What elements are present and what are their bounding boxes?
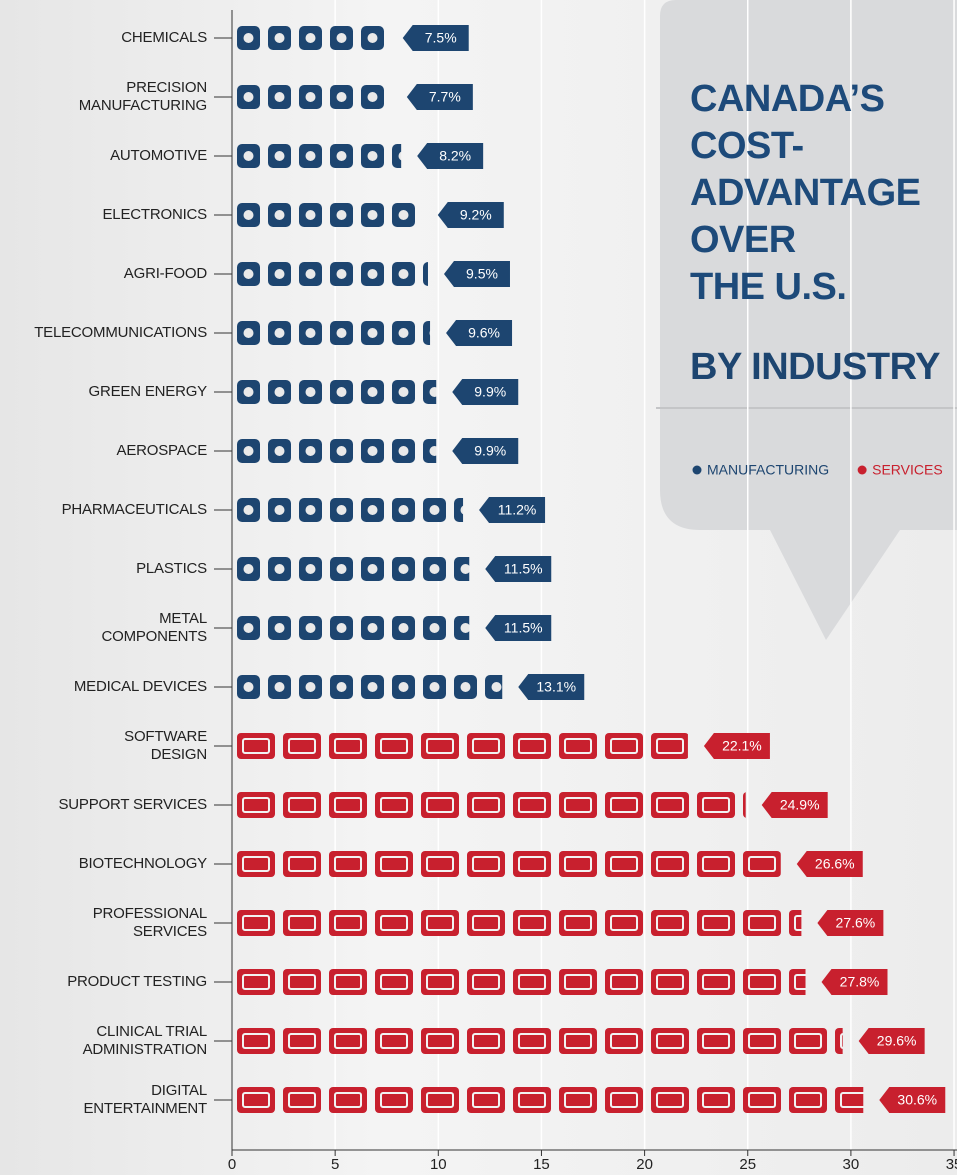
value-tag (821, 969, 888, 995)
bar (236, 495, 464, 525)
value-label: 22.1% (722, 738, 762, 754)
value-label: 13.1% (536, 679, 576, 695)
value-tag (437, 202, 504, 228)
y-tick-label: METAL COMPONENTS (101, 610, 207, 645)
value-tag (452, 438, 519, 464)
y-tick-label: TELECOMMUNICATIONS (34, 324, 207, 341)
value-tag (518, 674, 585, 700)
value-tag (858, 1028, 925, 1054)
value-label: 26.6% (815, 856, 855, 872)
value-tag (446, 320, 513, 346)
chart-title: CANADA’S COST- ADVANTAGE OVER THE U.S. (690, 78, 921, 308)
value-tag (402, 25, 469, 51)
y-tick-label: PRECISION MANUFACTURING (78, 79, 207, 114)
value-tag (817, 910, 884, 936)
y-tick-label: PLASTICS (136, 560, 207, 577)
value-tag (479, 497, 546, 523)
legend-marker (692, 465, 702, 475)
bar (236, 141, 402, 171)
value-tag (452, 379, 519, 405)
y-tick-label: MEDICAL DEVICES (73, 678, 207, 695)
value-label: 7.5% (425, 30, 457, 46)
bar (236, 849, 781, 879)
bar (236, 82, 391, 112)
value-label: 9.6% (468, 325, 500, 341)
value-label: 27.6% (836, 915, 876, 931)
value-tag (485, 615, 552, 641)
bar (236, 1026, 843, 1056)
value-tag (443, 261, 510, 287)
value-label: 27.8% (840, 974, 880, 990)
y-tick-label: PRODUCT TESTING (67, 973, 207, 990)
legend-label: MANUFACTURING (707, 462, 829, 478)
y-tick-label: SUPPORT SERVICES (58, 796, 207, 813)
y-tick-label: ELECTRONICS (102, 206, 208, 223)
value-tag (417, 143, 484, 169)
legend-label: SERVICES (872, 462, 943, 478)
bar (236, 200, 422, 230)
x-tick-label: 5 (331, 1156, 339, 1173)
value-label: 11.2% (498, 502, 537, 518)
x-tick-label: 25 (739, 1156, 756, 1173)
value-tag (879, 1087, 946, 1113)
value-label: 9.5% (466, 266, 498, 282)
title-bubble (660, 0, 957, 640)
bar (236, 967, 806, 997)
bar (236, 318, 431, 348)
value-label: 30.6% (897, 1092, 937, 1108)
y-tick-label: AEROSPACE (116, 442, 208, 459)
x-tick-label: 35 (946, 1156, 957, 1173)
bar (236, 436, 437, 466)
value-tag (703, 733, 770, 759)
bar (236, 259, 428, 289)
x-tick-label: 20 (636, 1156, 653, 1173)
value-label: 9.2% (460, 207, 492, 223)
value-tag (796, 851, 863, 877)
value-label: 7.7% (429, 89, 461, 105)
value-label: 9.9% (474, 384, 506, 400)
legend-marker (857, 465, 867, 475)
y-tick-label: BIOTECHNOLOGY (78, 855, 207, 872)
value-label: 24.9% (780, 797, 820, 813)
value-tag (485, 556, 552, 582)
y-tick-label: DIGITAL ENTERTAINMENT (83, 1082, 207, 1117)
chart-subtitle: BY INDUSTRY (690, 346, 940, 388)
x-tick-label: 10 (430, 1156, 447, 1173)
x-tick-label: 30 (843, 1156, 860, 1173)
y-tick-label: PHARMACEUTICALS (61, 501, 208, 518)
y-tick-label: SOFTWARE DESIGN (124, 728, 207, 763)
value-label: 9.9% (474, 443, 506, 459)
bar (236, 731, 688, 761)
bar (236, 377, 437, 407)
y-tick-label: AUTOMOTIVE (110, 147, 207, 164)
value-label: 11.5% (504, 620, 543, 636)
bar (236, 554, 470, 584)
value-label: 29.6% (877, 1033, 917, 1049)
bar (236, 23, 387, 53)
value-label: 8.2% (439, 148, 471, 164)
value-tag (761, 792, 828, 818)
bar (236, 672, 503, 702)
y-tick-label: AGRI-FOOD (123, 265, 207, 282)
value-tag (406, 84, 473, 110)
y-tick-label: PROFESSIONAL SERVICES (92, 905, 207, 940)
y-tick-label: CHEMICALS (121, 29, 207, 46)
y-tick-label: GREEN ENERGY (88, 383, 208, 400)
bar (236, 790, 746, 820)
bar (236, 1085, 864, 1115)
x-tick-label: 0 (228, 1156, 236, 1173)
bar (236, 613, 470, 643)
value-label: 11.5% (504, 561, 543, 577)
x-tick-label: 15 (533, 1156, 550, 1173)
y-tick-label: CLINICAL TRIAL ADMINISTRATION (82, 1023, 208, 1058)
bar (236, 908, 802, 938)
